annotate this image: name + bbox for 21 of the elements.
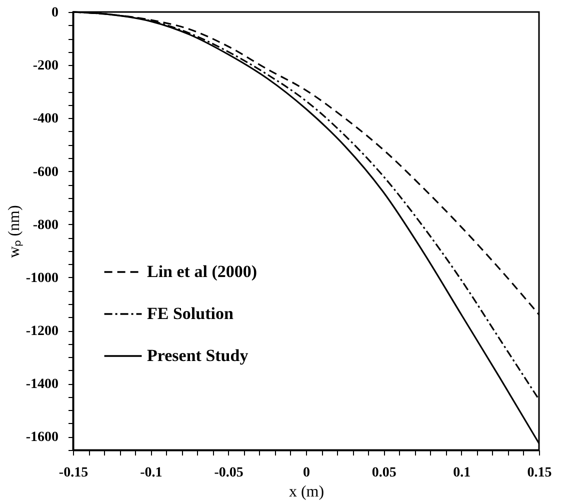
x-tick-label: 0.05	[372, 466, 396, 480]
y-tick-label: -1600	[26, 430, 58, 446]
legend-label: FE Solution	[147, 304, 234, 323]
x-tick-label: -0.15	[58, 466, 88, 480]
x-axis-title: x (m)	[288, 484, 324, 500]
y-tick-label: -1200	[26, 324, 58, 340]
x-tick-label: -0.1	[140, 466, 162, 480]
y-tick-label: -400	[32, 112, 58, 127]
x-tick-label: 0.15	[527, 466, 552, 480]
y-tick-label: -600	[32, 164, 58, 180]
x-tick-label: -0.05	[214, 466, 244, 480]
x-tick-label: 0.1	[453, 466, 471, 480]
y-tick-label: -200	[32, 58, 58, 74]
legend-label: Present Study	[147, 346, 249, 365]
y-axis-title: wₚ (nm)	[6, 205, 23, 258]
y-tick-label: -1000	[26, 270, 58, 286]
x-tick-label: 0	[303, 466, 310, 480]
y-tick-label: -1400	[26, 377, 58, 392]
y-tick-label: -800	[32, 218, 58, 233]
y-tick-label: 0	[52, 6, 58, 20]
legend-label: Lin et al (2000)	[147, 262, 258, 281]
